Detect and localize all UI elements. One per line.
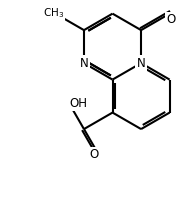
Text: O: O (90, 148, 99, 161)
Text: O: O (166, 13, 176, 26)
Text: OH: OH (69, 97, 87, 110)
Text: N: N (80, 57, 88, 70)
Text: N: N (137, 57, 146, 70)
Text: CH$_3$: CH$_3$ (43, 6, 65, 20)
